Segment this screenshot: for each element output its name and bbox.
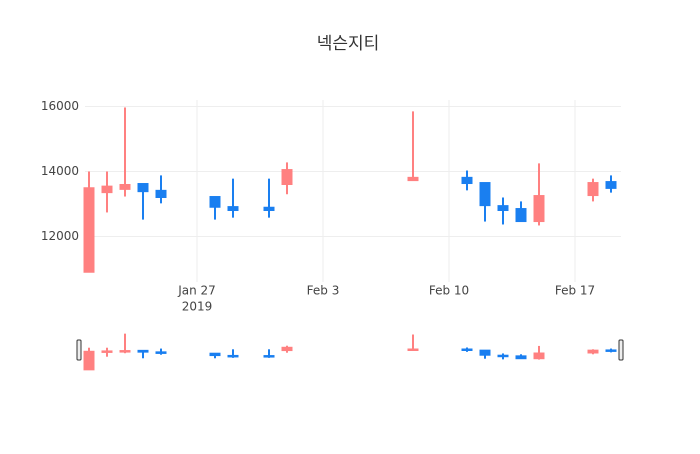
candle-body	[155, 189, 167, 199]
slider-candle-body	[281, 346, 293, 352]
candle-body	[137, 183, 149, 193]
slider-candle-body	[479, 349, 491, 356]
x-tick-label: Feb 3	[307, 284, 340, 298]
slider-candle-body	[119, 350, 131, 353]
x-tick-label: Jan 27	[177, 284, 216, 298]
slider-candle-body	[137, 349, 149, 353]
candle-body	[461, 176, 473, 185]
slider-candle-body	[497, 354, 509, 358]
candle-body	[533, 195, 545, 223]
slider-candle-body	[587, 349, 599, 354]
candle-body	[227, 206, 239, 212]
candle-body	[407, 176, 419, 182]
y-tick-label: 14000	[41, 164, 79, 178]
x-tick-label: Feb 17	[555, 284, 595, 298]
slider-candle-body	[533, 352, 545, 360]
candle-body	[101, 185, 113, 194]
candle-body	[281, 169, 293, 186]
candle-body	[605, 181, 617, 189]
rangeslider-handle[interactable]	[76, 339, 82, 361]
candle-body	[119, 184, 131, 190]
candle-body	[83, 187, 95, 273]
candle-body	[263, 206, 275, 211]
y-tick-label: 16000	[41, 99, 79, 113]
slider-candle-body	[461, 348, 473, 351]
slider-candle-body	[209, 352, 221, 357]
slider-candle-body	[101, 350, 113, 353]
slider-candle-body	[605, 349, 617, 352]
x-tick-label: Feb 10	[429, 284, 469, 298]
candle-body	[479, 182, 491, 207]
rangeslider-handle[interactable]	[618, 339, 624, 361]
slider-candle-body	[227, 354, 239, 358]
y-tick-label: 12000	[41, 229, 79, 243]
chart-title: 넥슨지티	[317, 34, 380, 54]
slider-candle-body	[263, 355, 275, 358]
slider-candle-body	[155, 351, 167, 354]
candle-body	[209, 196, 221, 208]
candle-body	[587, 182, 599, 197]
x-tick-sublabel: 2019	[182, 300, 213, 314]
candle-body	[515, 208, 527, 223]
candle-body	[497, 205, 509, 211]
slider-candle-body	[407, 348, 419, 351]
slider-candle-body	[515, 355, 527, 360]
slider-candle-body	[83, 350, 95, 371]
